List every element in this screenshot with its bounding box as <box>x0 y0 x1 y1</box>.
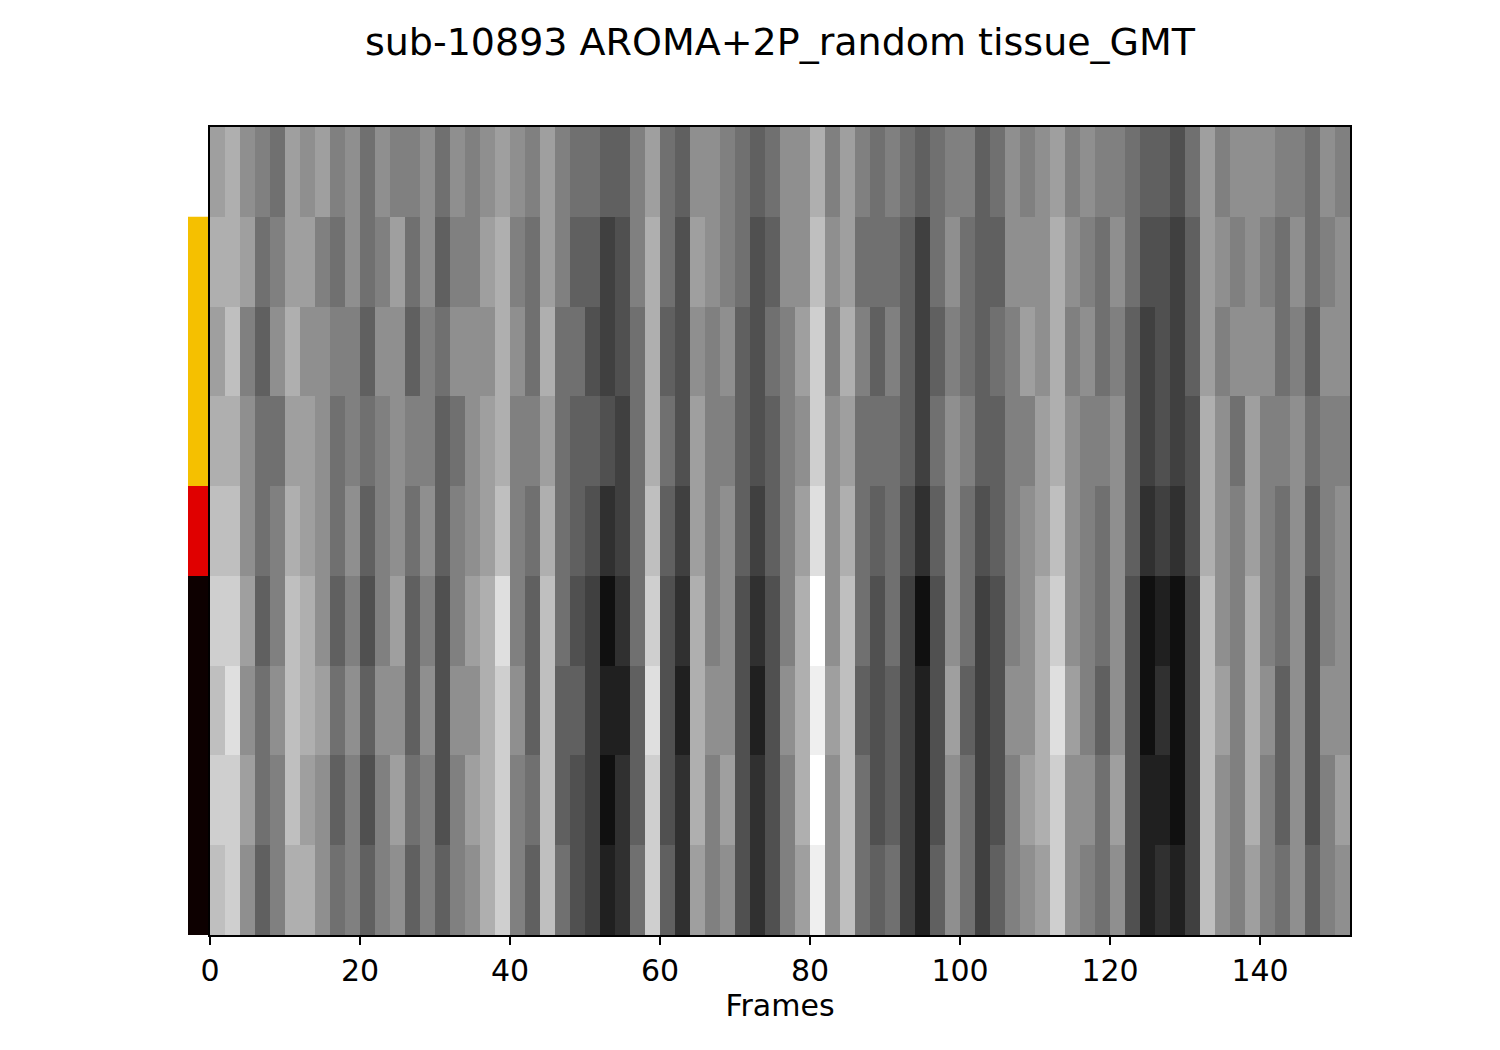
svg-text:sub-10893 AROMA+2P_random tiss: sub-10893 AROMA+2P_random tissue_GMT <box>365 20 1196 64</box>
svg-text:40: 40 <box>491 953 529 988</box>
svg-text:0: 0 <box>200 953 219 988</box>
svg-text:100: 100 <box>931 953 988 988</box>
svg-text:20: 20 <box>341 953 379 988</box>
svg-text:60: 60 <box>641 953 679 988</box>
svg-text:Frames: Frames <box>725 988 834 1023</box>
svg-text:140: 140 <box>1231 953 1288 988</box>
svg-text:80: 80 <box>791 953 829 988</box>
svg-text:120: 120 <box>1081 953 1138 988</box>
